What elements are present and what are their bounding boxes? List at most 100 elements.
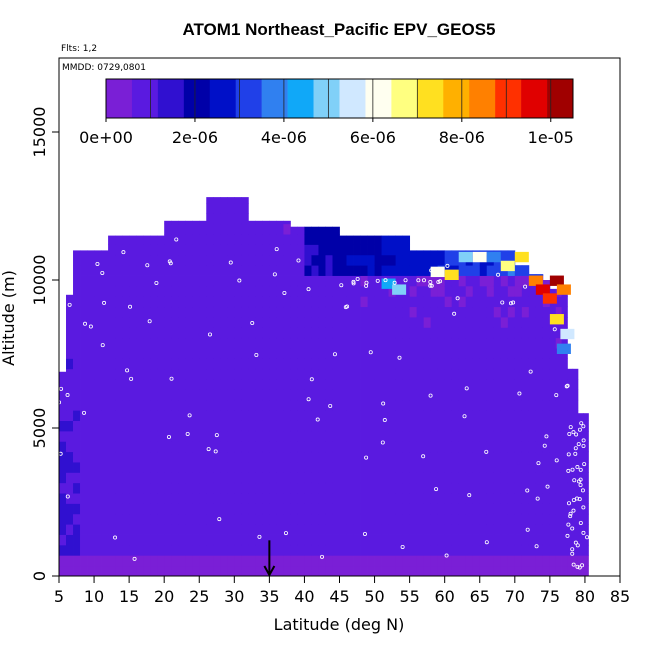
heatmap-cell (528, 317, 537, 328)
heatmap-cell (514, 358, 523, 370)
heatmap-cell (416, 513, 425, 525)
heatmap-cell (572, 503, 579, 515)
heatmap-cell (87, 524, 95, 535)
heatmap-cell (213, 285, 221, 297)
heatmap-cell (101, 389, 109, 401)
heatmap-cell (297, 472, 305, 484)
heatmap-cell (423, 306, 432, 318)
heatmap-cell (451, 441, 460, 453)
heatmap-cell (577, 462, 584, 473)
heatmap-cell (248, 348, 256, 359)
heatmap-cell (521, 472, 530, 484)
heatmap-cell (561, 524, 568, 535)
heatmap-cell (220, 420, 228, 432)
heatmap-cell (199, 544, 207, 556)
heatmap-cell (59, 472, 67, 484)
heatmap-cell (332, 244, 340, 256)
heatmap-cell (304, 317, 312, 328)
heatmap-cell (423, 462, 432, 473)
heatmap-cell (220, 296, 228, 308)
heatmap-cell (73, 254, 81, 266)
heatmap-cell (567, 451, 574, 463)
heatmap-cell (514, 524, 523, 535)
heatmap-cell (360, 317, 368, 328)
heatmap-cell (220, 524, 228, 535)
heatmap-cell (374, 430, 382, 442)
heatmap-cell (150, 462, 158, 473)
heatmap-cell (227, 462, 235, 473)
heatmap-cell (465, 317, 474, 328)
heatmap-cell (479, 317, 488, 328)
heatmap-cell (353, 368, 361, 380)
heatmap-cell (80, 358, 88, 370)
heatmap-cell (297, 265, 305, 276)
heatmap-cell (157, 348, 165, 359)
heatmap-cell (374, 254, 382, 266)
heatmap-cell (339, 565, 347, 577)
heatmap-cell (73, 462, 81, 473)
heatmap-cell (311, 420, 319, 432)
heatmap-cell (213, 441, 221, 453)
heatmap-cell (171, 555, 179, 567)
heatmap-cell (423, 337, 432, 349)
heatmap-cell (500, 555, 509, 567)
heatmap-cell (430, 555, 439, 567)
heatmap-cell (535, 544, 544, 556)
heatmap-cell (73, 451, 81, 463)
heatmap-cell (262, 296, 270, 308)
heatmap-cell (94, 306, 102, 318)
heatmap-cell (164, 399, 172, 411)
heatmap-cell (465, 430, 474, 442)
heatmap-cell (465, 472, 474, 484)
heatmap-cell (94, 482, 102, 494)
heatmap-cell (304, 472, 312, 484)
heatmap-cell (262, 524, 270, 535)
heatmap-cell (290, 379, 298, 390)
heatmap-cell (367, 565, 375, 577)
heatmap-cell (213, 337, 221, 349)
heatmap-cell (567, 389, 574, 401)
heatmap-cell (374, 285, 382, 297)
heatmap-cell (66, 482, 74, 494)
heatmap-cell (555, 524, 562, 535)
sample-point (581, 438, 586, 443)
heatmap-hotspot (514, 251, 529, 263)
x-tick-label: 20 (154, 587, 174, 606)
heatmap-cell (451, 348, 460, 359)
heatmap-cell (164, 565, 172, 577)
heatmap-cell (346, 524, 354, 535)
heatmap-cell (493, 410, 502, 421)
heatmap-cell (325, 493, 333, 504)
heatmap-cell (136, 368, 144, 380)
sample-point (381, 401, 386, 406)
heatmap-cell (164, 265, 172, 276)
heatmap-cell (451, 472, 460, 484)
heatmap-cell (430, 348, 439, 359)
heatmap-cell (572, 482, 579, 494)
heatmap-cell (129, 275, 137, 287)
heatmap-cell (542, 410, 551, 421)
heatmap-cell (192, 524, 200, 535)
heatmap-cell (437, 482, 446, 494)
heatmap-cell (416, 368, 425, 380)
heatmap-cell (458, 348, 467, 359)
heatmap-cell (381, 503, 389, 515)
heatmap-cell (199, 379, 207, 390)
sample-point (580, 488, 585, 493)
heatmap-cell (472, 430, 481, 442)
heatmap-cell (276, 430, 284, 442)
heatmap-cell (269, 493, 277, 504)
heatmap-cell (227, 348, 235, 359)
heatmap-cell (122, 544, 130, 556)
heatmap-cell (276, 306, 284, 318)
sample-point (535, 496, 540, 501)
heatmap-cell (416, 337, 425, 349)
heatmap-cell (395, 462, 404, 473)
heatmap-cell (129, 348, 137, 359)
heatmap-cell (577, 430, 584, 442)
heatmap-cell (583, 524, 589, 535)
heatmap-cell (374, 296, 382, 308)
heatmap-cell (108, 379, 116, 390)
heatmap-cell (388, 565, 396, 577)
heatmap-cell (325, 451, 333, 463)
